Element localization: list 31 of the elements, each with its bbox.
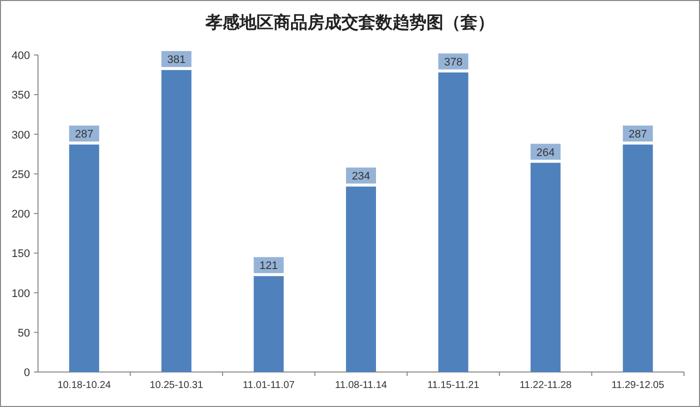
data-label: 378: [444, 56, 462, 68]
data-label: 287: [69, 126, 100, 142]
ytick: 250: [12, 168, 30, 181]
data-label: 121: [254, 257, 284, 274]
ytick: 300: [12, 129, 30, 142]
ytick: 0: [24, 367, 30, 379]
data-label: 287: [622, 126, 653, 142]
data-label: 234: [352, 170, 370, 183]
data-label: 378: [438, 53, 468, 70]
xtick: 11.22-11.28: [520, 380, 572, 391]
data-label: 264: [530, 144, 561, 160]
xtick: 10.18-10.24: [57, 380, 111, 391]
ytick: 200: [12, 208, 30, 220]
xtick: 11.01-11.07: [242, 380, 295, 391]
xtick: 11.08-11.14: [335, 380, 387, 391]
data-label: 287: [628, 128, 648, 141]
title: 孝感地区商品房成交套数趋势图（套）: [206, 13, 494, 32]
ytick: 100: [12, 288, 30, 300]
data-label: 264: [536, 146, 555, 159]
xtick: 11.29-12.05: [612, 380, 664, 391]
data-label: 381: [167, 54, 186, 66]
ytick: 350: [12, 90, 30, 102]
data-label: 234: [346, 168, 376, 184]
ytick: 400: [12, 50, 30, 62]
ytick: 150: [12, 248, 30, 260]
data-label: 287: [74, 128, 94, 141]
data-label: 121: [260, 260, 278, 272]
xtick: 10.25-10.31: [150, 380, 204, 391]
ytick: 50: [18, 327, 30, 340]
xtick: 11.15-11.21: [427, 380, 480, 391]
data-label: 381: [161, 51, 192, 68]
